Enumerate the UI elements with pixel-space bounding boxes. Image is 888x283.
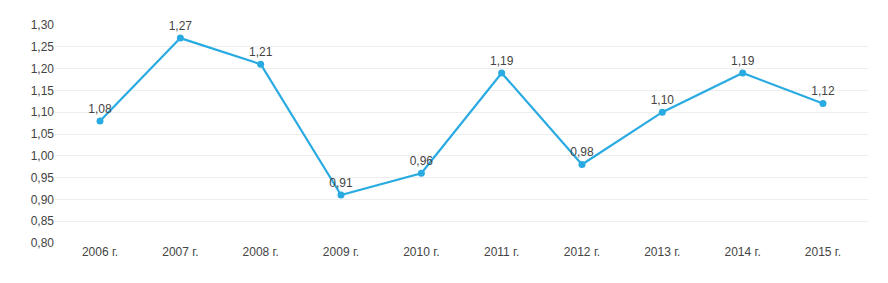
svg-text:0,96: 0,96: [410, 154, 434, 168]
svg-text:0,95: 0,95: [31, 171, 55, 185]
svg-text:2011 г.: 2011 г.: [484, 245, 519, 259]
svg-text:1,19: 1,19: [490, 54, 514, 68]
svg-text:0,80: 0,80: [31, 236, 55, 250]
svg-text:1,30: 1,30: [31, 18, 55, 32]
svg-text:1,25: 1,25: [31, 40, 55, 54]
svg-text:0,91: 0,91: [329, 176, 353, 190]
svg-text:1,12: 1,12: [811, 84, 835, 98]
svg-text:1,27: 1,27: [169, 19, 193, 33]
svg-text:1,05: 1,05: [31, 127, 55, 141]
svg-text:1,15: 1,15: [31, 84, 55, 98]
svg-text:1,00: 1,00: [31, 149, 55, 163]
svg-text:0,90: 0,90: [31, 193, 55, 207]
svg-text:1,08: 1,08: [88, 102, 112, 116]
svg-text:2010 г.: 2010 г.: [403, 245, 439, 259]
svg-text:1,10: 1,10: [31, 105, 55, 119]
svg-text:2014 г.: 2014 г.: [725, 245, 761, 259]
svg-text:2015 г.: 2015 г.: [805, 245, 841, 259]
svg-text:2008 г.: 2008 г.: [243, 245, 279, 259]
svg-text:2012 г.: 2012 г.: [564, 245, 600, 259]
svg-text:2007 г.: 2007 г.: [162, 245, 198, 259]
svg-text:0,85: 0,85: [31, 214, 55, 228]
svg-text:1,21: 1,21: [249, 45, 273, 59]
svg-text:1,19: 1,19: [731, 54, 755, 68]
svg-text:0,98: 0,98: [570, 145, 594, 159]
svg-text:2013 г.: 2013 г.: [644, 245, 680, 259]
svg-text:1,20: 1,20: [31, 62, 55, 76]
svg-text:2009 г.: 2009 г.: [323, 245, 359, 259]
svg-text:2006 г.: 2006 г.: [82, 245, 118, 259]
svg-text:1,10: 1,10: [651, 93, 675, 107]
